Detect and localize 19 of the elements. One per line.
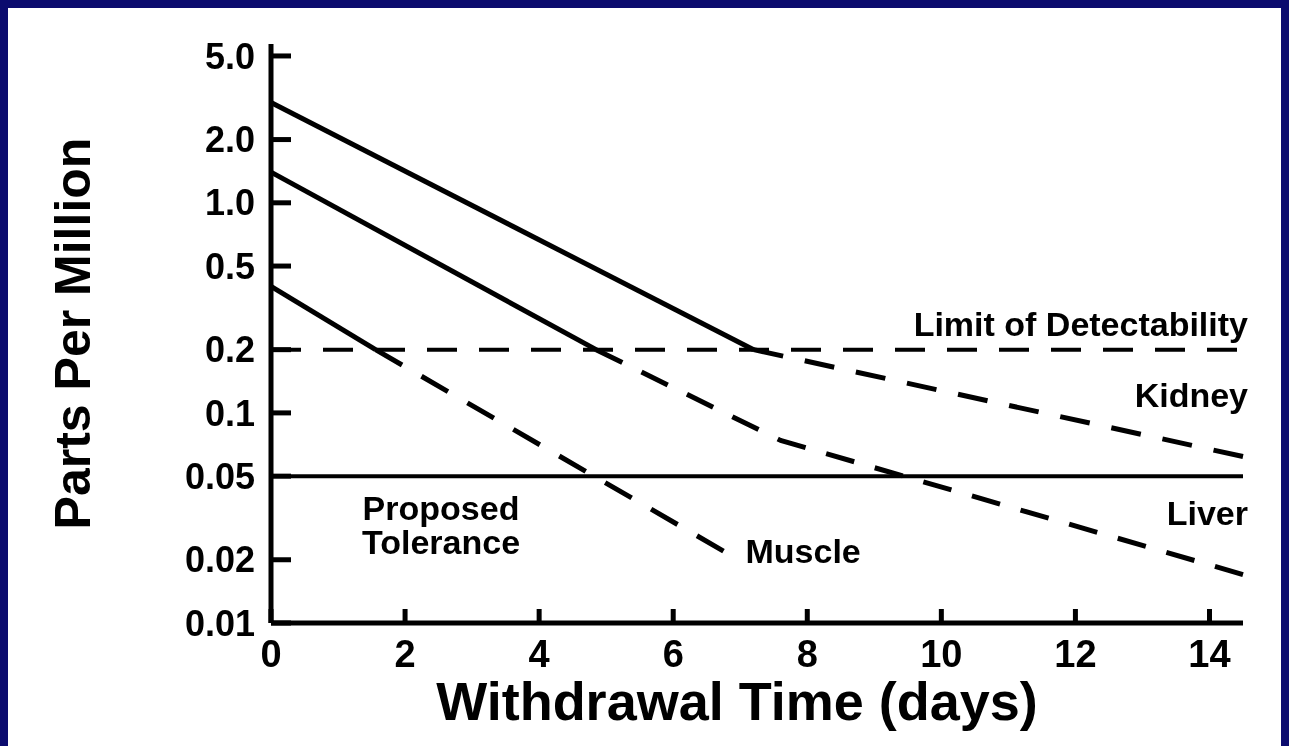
y-tick-label: 0.1	[204, 392, 255, 434]
x-tick-label: 14	[1188, 633, 1231, 675]
y-tick-label: 0.2	[204, 329, 255, 371]
y-tick-label: 0.5	[204, 245, 255, 287]
ref-line-label: Proposed Tolerance	[361, 489, 521, 562]
series-label: Kidney	[1134, 375, 1249, 414]
x-tick-label: 2	[394, 633, 416, 675]
y-axis-title: Parts Per Million	[45, 137, 101, 530]
y-tick-label: 0.05	[184, 455, 255, 497]
y-tick-label: 0.02	[184, 539, 255, 581]
series-label: Muscle	[745, 532, 861, 571]
y-tick-label: 0.01	[184, 602, 255, 644]
x-tick-label: 12	[1054, 633, 1097, 675]
y-tick-label: 1.0	[204, 182, 255, 224]
series-label: Liver	[1166, 493, 1248, 532]
x-tick-label: 0	[260, 633, 282, 675]
y-tick-label: 2.0	[204, 119, 255, 161]
y-tick-label: 5.0	[204, 35, 255, 77]
ref-line-label: Limit of Detectability	[913, 304, 1249, 343]
